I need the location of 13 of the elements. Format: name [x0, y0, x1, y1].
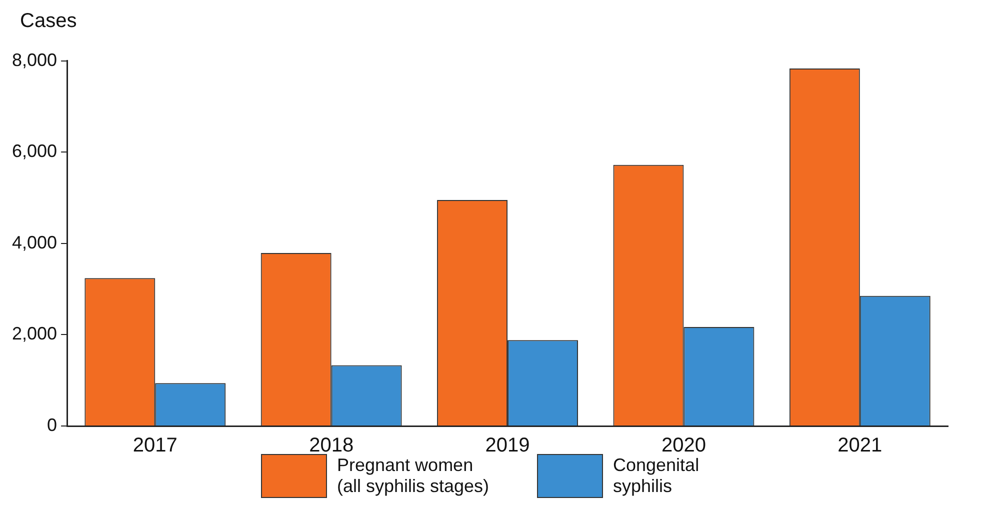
- x-tick-label: 2020: [661, 434, 706, 457]
- y-tick-label: 6,000: [12, 141, 58, 162]
- x-tick-label: 2021: [838, 434, 882, 457]
- x-tick-label: 2018: [309, 434, 354, 457]
- x-tick-label: 2019: [485, 434, 530, 457]
- series-label: Congenital syphilis: [613, 455, 700, 497]
- x-tick-label: 2017: [132, 434, 178, 457]
- series-label: Pregnant women (all syphilis stages): [337, 455, 490, 497]
- y-tick-label: 4,000: [12, 232, 58, 252]
- y-tick-label: 2,000: [12, 324, 58, 344]
- y-tick-label: 8,000: [12, 50, 58, 70]
- y-axis-title: Cases: [20, 10, 77, 33]
- y-tick-label: 0: [47, 414, 58, 435]
